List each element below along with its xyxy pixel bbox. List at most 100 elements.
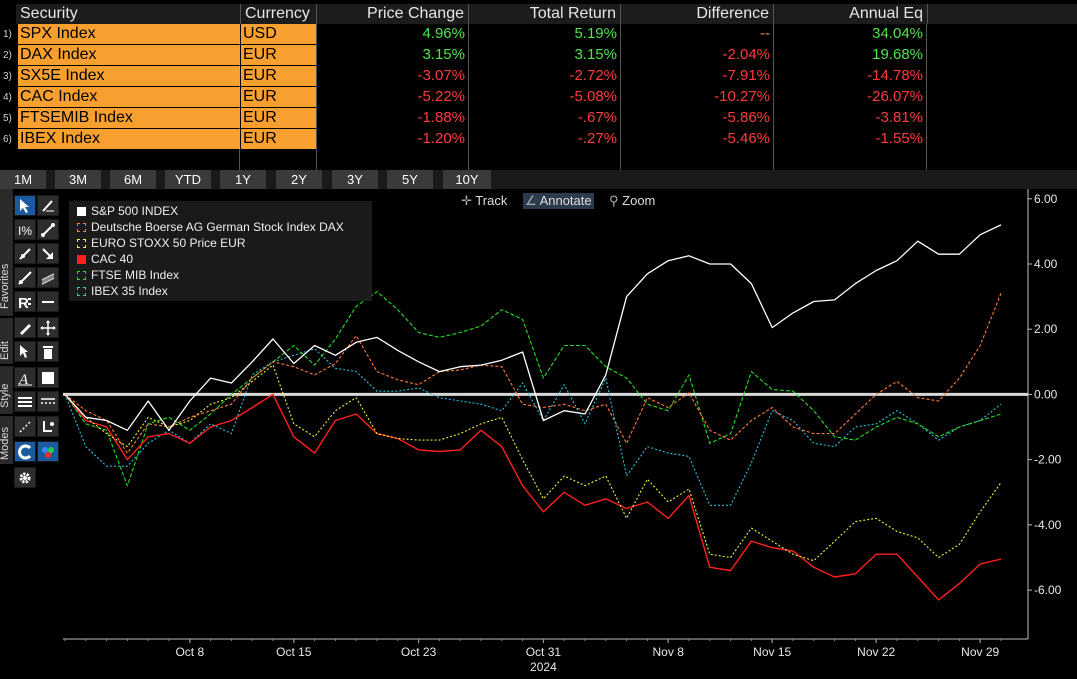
security-cell[interactable]: FTSEMIB Index (18, 108, 240, 128)
total-return-cell: -5.08% (569, 88, 617, 105)
table-row[interactable]: 2) DAX Index EUR 3.15% 3.15% -2.04% 19.68% (0, 45, 930, 66)
x-tick-label: Oct 8 (175, 645, 204, 659)
difference-cell: -7.91% (722, 67, 770, 84)
y-tick-label: -4.00 (1034, 518, 1062, 532)
security-cell[interactable]: IBEX Index (18, 129, 240, 149)
period-5y-button[interactable]: 5Y (387, 170, 435, 189)
currency-cell[interactable]: EUR (241, 108, 316, 128)
legend-item[interactable]: FTSE MIB Index (77, 268, 179, 283)
magnet-icon[interactable] (14, 441, 36, 462)
period-2y-button[interactable]: 2Y (276, 170, 324, 189)
annual-eq-cell: -3.81% (875, 109, 923, 126)
arrow-icon[interactable] (37, 243, 59, 264)
period-3m-button[interactable]: 3M (55, 170, 103, 189)
hline-icon[interactable] (37, 291, 59, 312)
draw-icon[interactable] (37, 195, 59, 216)
percent-icon[interactable]: I% (14, 219, 36, 240)
svg-text:I%: I% (18, 224, 32, 238)
price-change-cell: 3.15% (422, 46, 465, 63)
table-row[interactable]: 3) SX5E Index EUR -3.07% -2.72% -7.91% -14.78% (0, 66, 930, 87)
annotate-tool[interactable]: ∠ Annotate (523, 193, 594, 209)
legend-swatch (77, 239, 86, 248)
y-tick-label: 0.00 (1034, 387, 1058, 401)
crosshair-icon: ✛ (461, 193, 472, 208)
ray-icon[interactable] (14, 243, 36, 264)
period-ytd-button[interactable]: YTD (165, 170, 213, 189)
channel-icon[interactable] (37, 267, 59, 288)
y-tick-label: 2.00 (1034, 322, 1058, 336)
trash-icon[interactable] (37, 341, 59, 362)
header-security[interactable]: Security (16, 4, 241, 24)
header-filler (928, 4, 1077, 24)
cursor-icon[interactable] (14, 195, 36, 216)
col-divider (468, 24, 469, 170)
svg-text:R: R (18, 295, 29, 310)
lasso-icon[interactable] (14, 416, 36, 437)
period-1m-button[interactable]: 1M (0, 170, 48, 189)
table-row[interactable]: 1) SPX Index USD 4.96% 5.19% -- 34.04% (0, 24, 930, 45)
col-divider (926, 24, 927, 170)
drawing-toolbar: Favorites Edit Style Modes I% R A (0, 189, 63, 489)
gear-icon[interactable] (14, 467, 36, 488)
currency-cell[interactable]: EUR (241, 45, 316, 65)
legend-item[interactable]: CAC 40 (77, 252, 133, 267)
table-row[interactable]: 6) IBEX Index EUR -1.20% -.27% -5.46% -1.55% (0, 129, 930, 150)
legend-item[interactable]: S&P 500 INDEX (77, 204, 178, 219)
palette-icon[interactable] (37, 441, 59, 462)
header-price-change[interactable]: Price Change (317, 4, 469, 24)
legend-item[interactable]: IBEX 35 Index (77, 284, 168, 299)
text-r-icon[interactable]: R (14, 291, 36, 312)
header-total-return[interactable]: Total Return (469, 4, 621, 24)
currency-cell[interactable]: EUR (241, 66, 316, 86)
snap-icon[interactable] (37, 416, 59, 437)
legend-swatch (77, 207, 86, 216)
row-number: 5) (3, 113, 12, 124)
header-currency[interactable]: Currency (241, 4, 317, 24)
header-annual-eq[interactable]: Annual Eq (774, 4, 928, 24)
tab-edit[interactable]: Edit (0, 318, 13, 364)
difference-cell: -- (760, 25, 770, 42)
currency-cell[interactable]: EUR (241, 129, 316, 149)
pencil-icon[interactable] (14, 317, 36, 338)
legend-item[interactable]: Deutsche Boerse AG German Stock Index DA… (77, 220, 344, 235)
track-tool[interactable]: ✛ Track (461, 193, 507, 209)
font-icon[interactable]: A (14, 367, 36, 388)
color-box-icon[interactable] (37, 367, 59, 388)
pointer-icon[interactable] (14, 341, 36, 362)
zoom-tool[interactable]: ⚲ Zoom (609, 193, 655, 209)
currency-cell[interactable]: EUR (241, 87, 316, 107)
trend-icon[interactable] (14, 267, 36, 288)
tab-modes[interactable]: Modes (0, 416, 13, 464)
period-3y-button[interactable]: 3Y (332, 170, 380, 189)
tab-favorites-label: Favorites (0, 263, 11, 309)
price-change-cell: -1.20% (417, 130, 465, 147)
annotate-label: Annotate (539, 193, 592, 208)
period-10y-button[interactable]: 10Y (443, 170, 493, 189)
currency-cell[interactable]: USD (241, 24, 316, 44)
table-row[interactable]: 4) CAC Index EUR -5.22% -5.08% -10.27% -26.07% (0, 87, 930, 108)
period-1y-button[interactable]: 1Y (220, 170, 268, 189)
legend-item[interactable]: EURO STOXX 50 Price EUR (77, 236, 246, 251)
tab-style[interactable]: Style (0, 366, 13, 414)
performance-chart[interactable]: 6.00 4.00 2.00 0.00 -2.00 -4.00 -6.00 Oct 8 Oct … (63, 189, 1077, 679)
line-tool-icon[interactable] (37, 219, 59, 240)
x-tick-label: Nov 22 (857, 645, 895, 659)
line-style-icon[interactable] (37, 391, 59, 412)
security-cell[interactable]: DAX Index (18, 45, 240, 65)
line-weight-icon[interactable] (14, 391, 36, 412)
table-row[interactable]: 5) FTSEMIB Index EUR -1.88% -.67% -5.86% -3.81… (0, 108, 930, 129)
move-icon[interactable] (37, 317, 59, 338)
header-difference[interactable]: Difference (621, 4, 774, 24)
security-cell[interactable]: CAC Index (18, 87, 240, 107)
period-6m-button[interactable]: 6M (110, 170, 158, 189)
security-cell[interactable]: SPX Index (18, 24, 240, 44)
performance-table: Security Currency Price Change Total Ret… (0, 0, 1077, 170)
chart-canvas[interactable]: 6.00 4.00 2.00 0.00 -2.00 -4.00 -6.00 Oct 8 Oct … (63, 189, 1077, 679)
difference-cell: -5.46% (722, 130, 770, 147)
series-line (64, 393, 1002, 601)
x-tick-label: Nov 8 (653, 645, 685, 659)
tab-favorites[interactable]: Favorites (0, 189, 13, 316)
security-cell[interactable]: SX5E Index (18, 66, 240, 86)
period-selector: 1M 3M 6M YTD 1Y 2Y 3Y 5Y 10Y (0, 170, 1077, 189)
price-change-cell: -1.88% (417, 109, 465, 126)
